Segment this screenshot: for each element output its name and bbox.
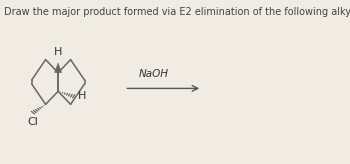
Text: Draw the major product formed via E2 elimination of the following alkyl halide.: Draw the major product formed via E2 eli… <box>4 7 350 17</box>
Text: NaOH: NaOH <box>139 69 169 79</box>
Text: H: H <box>78 91 86 101</box>
Text: H: H <box>54 47 62 57</box>
Polygon shape <box>55 63 62 73</box>
Text: Cl: Cl <box>27 117 38 127</box>
